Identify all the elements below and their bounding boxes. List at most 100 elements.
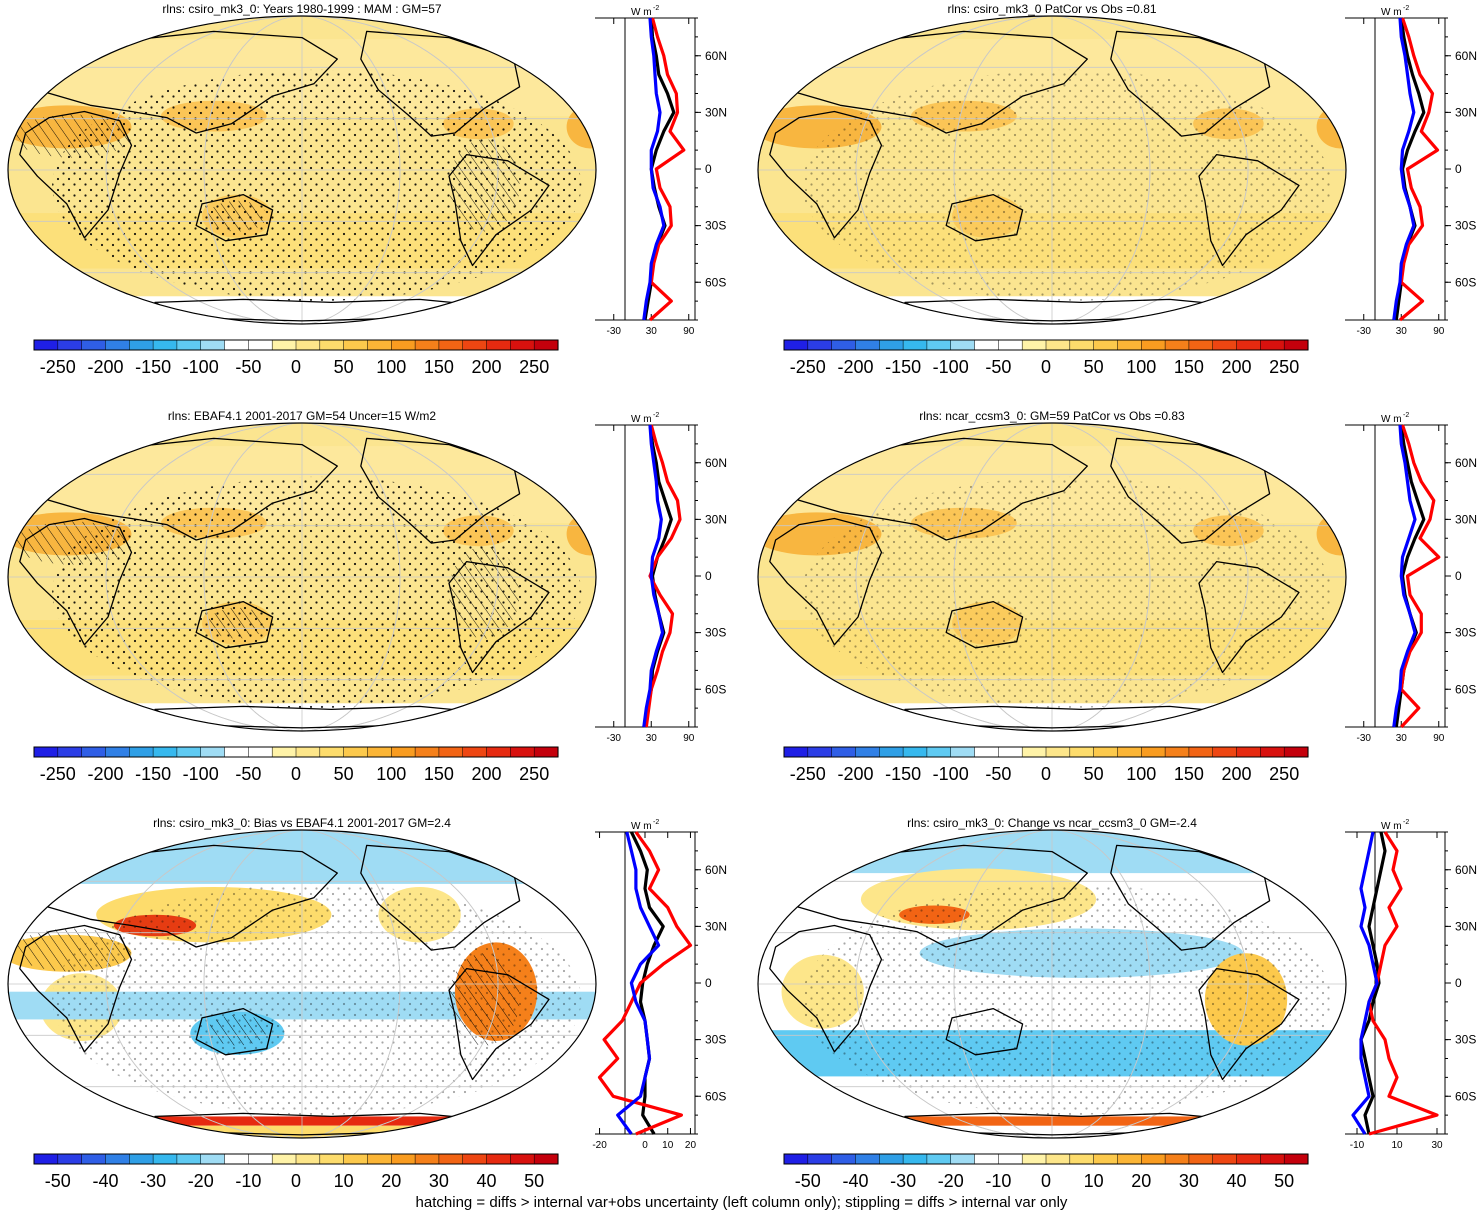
colorbar-tick-label: 100 — [376, 764, 406, 784]
colorbar-tick-label: -250 — [40, 357, 76, 377]
colorbar-swatch — [1236, 1153, 1261, 1165]
graticule-longitude — [953, 423, 1151, 731]
colorbar-swatch — [1212, 746, 1238, 758]
zonal-x-tick-label: 90 — [1433, 733, 1445, 744]
zonal-series-line-1 — [1399, 424, 1441, 729]
colorbar-swatch — [998, 339, 1023, 351]
coastline-australia — [945, 1007, 1024, 1056]
colorbar-tick-label: 40 — [1226, 1171, 1246, 1191]
colorbar-tick-label: 30 — [1179, 1171, 1199, 1191]
colorbar-swatch — [1141, 339, 1166, 351]
panel-2: rlns: csiro_mk3_0 PatCor vs Obs =0.81 W m… — [757, 2, 1477, 377]
colorbar-swatch — [343, 1153, 369, 1165]
colorbar-tick-label: -50 — [45, 1171, 71, 1191]
colorbar-tick-label: 0 — [291, 1171, 301, 1191]
colorbar-tick-label: 10 — [1084, 1171, 1104, 1191]
colorbar-tick-label: 150 — [1174, 357, 1204, 377]
colorbar-tick-label: 50 — [334, 357, 354, 377]
map-border — [7, 422, 597, 732]
zonal-x-tick-label: -10 — [1350, 1140, 1365, 1151]
coastline-africa — [769, 110, 883, 239]
colorbar-swatch — [807, 1153, 833, 1165]
coastline-africa — [19, 110, 133, 239]
colorbar-swatch — [271, 746, 297, 758]
colorbar-swatch — [1212, 339, 1238, 351]
colorbar-tick-label: -10 — [985, 1171, 1011, 1191]
zonal-mean-panel: W m -2 60N 30N 0 30S 60S -10 10 30 — [1345, 819, 1477, 1151]
zonal-lat-tick-label: 60N — [1455, 456, 1477, 470]
colorbar-tick-label: -250 — [40, 764, 76, 784]
colorbar-swatch — [33, 339, 59, 351]
zonal-mean-panel: W m -2 60N 30N 0 30S 60S -30 30 90 — [1345, 5, 1477, 337]
zonal-x-tick-label: 30 — [646, 733, 658, 744]
colorbar-swatch — [1283, 339, 1309, 351]
colorbar-tick-label: -100 — [933, 764, 969, 784]
map-field — [758, 16, 1346, 324]
graticule-longitude — [953, 16, 1151, 324]
map-border — [757, 15, 1347, 325]
colorbar-swatch — [105, 1153, 130, 1165]
map-border — [7, 15, 597, 325]
graticule-longitude — [855, 423, 1249, 731]
colorbar-swatch — [1260, 339, 1285, 351]
zonal-lat-tick-label: 30S — [705, 219, 726, 233]
colorbar-tick-label: -150 — [135, 357, 171, 377]
colorbar-swatch — [248, 1153, 273, 1165]
zonal-lat-tick-label: 0 — [705, 976, 712, 990]
coastline-samerica — [448, 967, 550, 1081]
colorbar-swatch — [81, 339, 107, 351]
zonal-x-tick-label: 30 — [1431, 1140, 1443, 1151]
colorbar-swatch — [926, 746, 952, 758]
zonal-lat-tick-label: 30N — [705, 512, 727, 526]
colorbar-tick-label: 150 — [424, 764, 454, 784]
colorbar-swatch — [176, 339, 202, 351]
colorbar-tick-label: -100 — [183, 357, 219, 377]
zonal-lat-tick-label: 30S — [1455, 1033, 1476, 1047]
colorbar: -250 -200 -150 -100 -50 0 50 100 150 200 250 — [783, 746, 1309, 784]
map-hatching — [449, 139, 520, 232]
colorbar-swatch — [224, 746, 249, 758]
colorbar-swatch — [1093, 1153, 1119, 1165]
colorbar-swatch — [533, 1153, 559, 1165]
map-stippling — [52, 476, 582, 708]
colorbar-swatch — [831, 1153, 857, 1165]
colorbar-swatch — [367, 1153, 392, 1165]
graticule-longitude — [203, 423, 401, 731]
colorbar-tick-label: 50 — [1084, 764, 1104, 784]
zonal-unit-label: W m — [1381, 821, 1402, 832]
colorbar-swatch — [1141, 1153, 1166, 1165]
colorbar-swatch — [879, 339, 904, 351]
colorbar-tick-label: -250 — [790, 357, 826, 377]
zonal-unit-exponent: -2 — [1403, 819, 1409, 826]
colorbar-swatch — [950, 746, 976, 758]
colorbar-border — [33, 746, 559, 758]
colorbar-swatch — [1021, 339, 1047, 351]
colorbar-tick-label: -40 — [92, 1171, 118, 1191]
panel-4: rlns: ncar_ccsm3_0: GM=59 PatCor vs Obs … — [757, 409, 1477, 784]
colorbar-tick-label: -150 — [135, 764, 171, 784]
zonal-x-tick-label: -30 — [1357, 733, 1372, 744]
colorbar-tick-label: -30 — [890, 1171, 916, 1191]
colorbar-swatch — [438, 1153, 464, 1165]
map-hatching — [207, 607, 267, 639]
map-hatching — [13, 521, 132, 565]
zonal-series-line-1 — [648, 17, 686, 322]
zonal-x-tick-label: 10 — [1391, 1140, 1403, 1151]
panel-title: rlns: csiro_mk3_0: Bias vs EBAF4.1 2001-… — [153, 816, 451, 830]
colorbar-tick-label: 50 — [524, 1171, 544, 1191]
zonal-lat-tick-label: 60N — [705, 863, 727, 877]
zonal-x-tick-label: -30 — [1357, 326, 1372, 337]
coastline-australia — [945, 193, 1024, 242]
colorbar-swatch — [950, 339, 976, 351]
colorbar-swatch — [1260, 746, 1285, 758]
colorbar-swatch — [105, 339, 130, 351]
colorbar-swatch — [974, 746, 999, 758]
map-border — [757, 422, 1347, 732]
colorbar-swatch — [1117, 746, 1142, 758]
colorbar-tick-label: -20 — [938, 1171, 964, 1191]
colorbar: -50 -40 -30 -20 -10 0 10 20 30 40 50 — [33, 1153, 559, 1191]
graticule-longitude — [855, 830, 1249, 1138]
colorbar-tick-label: 200 — [471, 764, 501, 784]
zonal-x-tick-label: 10 — [662, 1140, 674, 1151]
zonal-x-tick-label: 30 — [1396, 326, 1408, 337]
